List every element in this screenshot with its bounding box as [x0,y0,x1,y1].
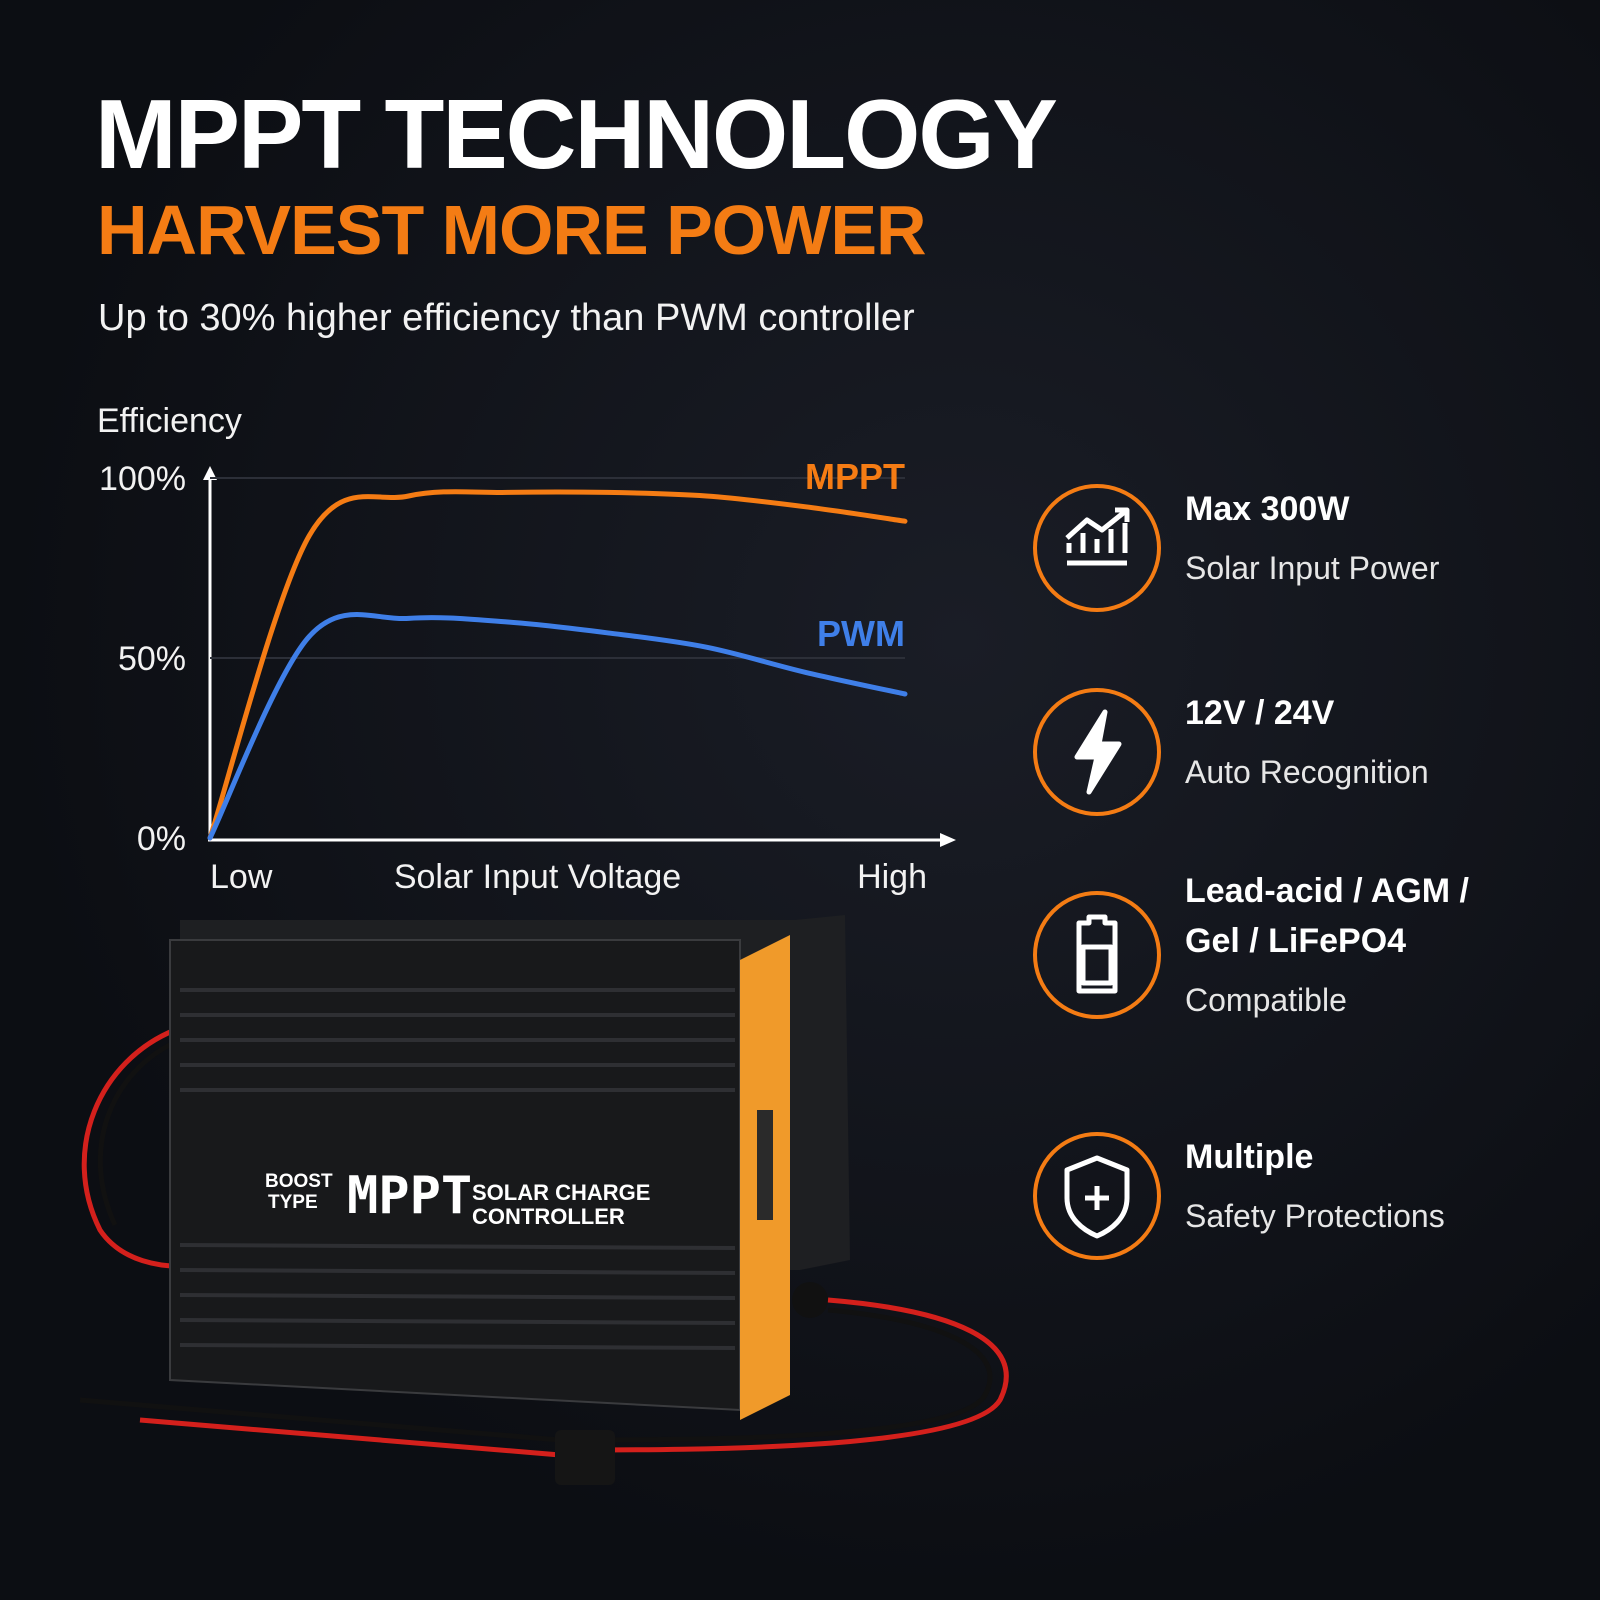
y-axis-label: Efficiency [97,402,242,440]
feature-icon [1064,1155,1130,1239]
feature-icon [1074,709,1122,795]
feature-text: Solar Input Power [1185,550,1440,586]
feature-title: 12V / 24V [1185,694,1335,732]
feature-icon [1065,507,1130,566]
x-tick-label: Low [210,858,273,896]
feature-title: Gel / LiFePO4 [1185,922,1406,960]
series-line [207,489,908,841]
series-label: MPPT [805,456,905,497]
device-product-label: SOLAR CHARGE [472,1180,650,1205]
feature-title: Max 300W [1185,490,1350,528]
series-label: PWM [817,613,905,654]
y-arrow [203,466,217,480]
series-line [207,612,908,841]
subtitle: HARVEST MORE POWER [97,191,926,269]
feature-title: Lead-acid / AGM / [1185,872,1470,910]
feature-icon-ring [1033,688,1161,816]
feature-icon-ring [1033,891,1161,1019]
tagline: Up to 30% higher efficiency than PWM con… [98,297,915,339]
x-tick-label: High [857,858,927,896]
x-arrow [940,833,956,847]
feature-title: Multiple [1185,1138,1313,1176]
feature-text: Auto Recognition [1185,754,1429,790]
y-tick-label: 0% [137,820,186,858]
device-brand: MPPT [347,1166,472,1226]
device-product-label: CONTROLLER [472,1204,625,1229]
title: MPPT TECHNOLOGY [95,79,1057,189]
device-type-label: TYPE [268,1192,318,1213]
feature-icon-ring [1033,484,1161,612]
feature-text: Safety Protections [1185,1198,1445,1234]
feature-icon [1076,914,1118,994]
feature-text: Compatible [1185,982,1347,1018]
x-axis-label: Solar Input Voltage [394,858,681,896]
product-illustration: BOOST TYPE MPPT SOLAR CHARGE CONTROLLER [79,915,1009,1485]
device-type-label: BOOST [265,1171,333,1192]
y-tick-label: 100% [99,460,186,498]
feature-icon-ring [1033,1132,1161,1260]
feature-list: Max 300W Solar Input Power 12V / 24V Auto R… [1033,484,1470,1260]
y-tick-label: 50% [118,640,186,678]
